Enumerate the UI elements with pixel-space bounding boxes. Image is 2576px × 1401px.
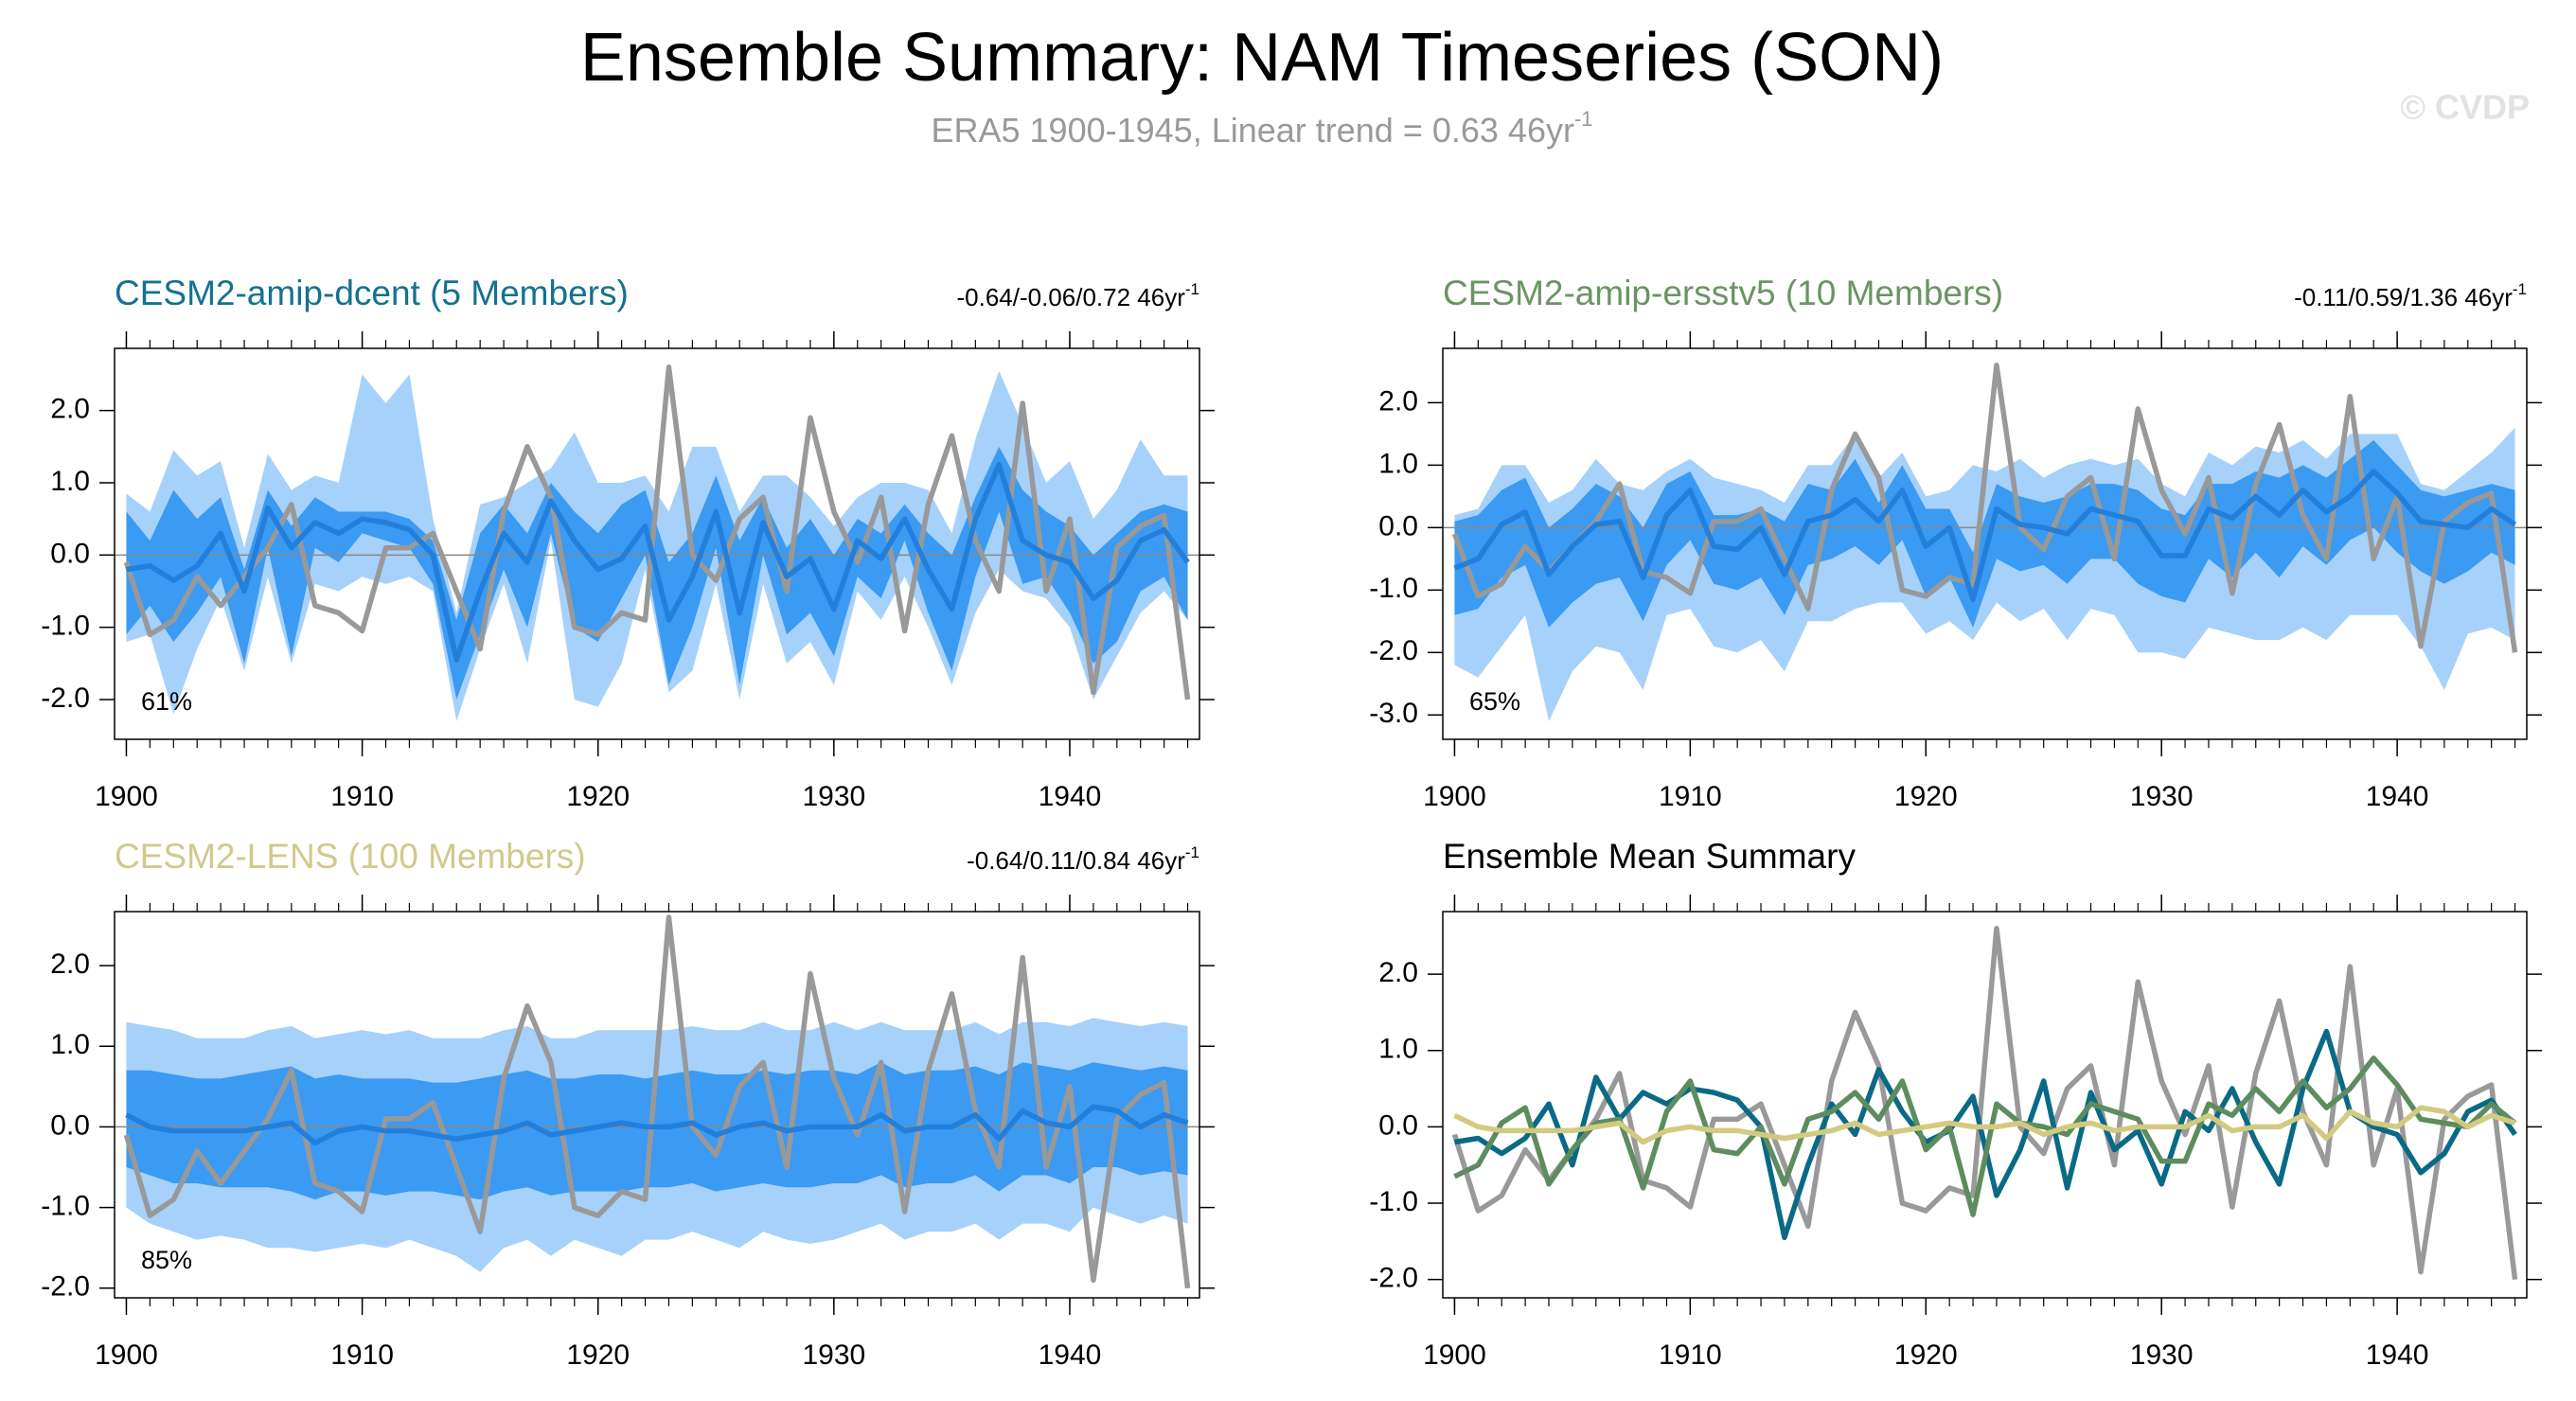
x-tick-label: 1900	[95, 1339, 158, 1371]
series-line	[125, 1104, 1189, 1146]
series-line	[126, 462, 1190, 663]
x-tick-label: 1920	[566, 1339, 630, 1371]
trend-superscript: -1	[2513, 280, 2527, 298]
panel: 2.0 1.0 0.0 -1.0 -2.0 1900 1910 1920 1930 1940 CES…	[41, 274, 1215, 812]
x-tick-label: 1910	[330, 781, 394, 812]
y-tick-label: -1.0	[41, 1191, 90, 1222]
spread-band	[1454, 439, 2515, 628]
trend-label: -0.64/-0.06/0.72 46yr-1	[956, 280, 1199, 311]
x-tick-label: 1940	[2366, 781, 2429, 812]
y-tick-label: 1.0	[50, 466, 90, 497]
series-line	[123, 914, 1191, 1289]
x-tick-label: 1930	[2130, 781, 2194, 812]
plot-frame	[114, 911, 1200, 1299]
x-tick-label: 1920	[1894, 1339, 1958, 1371]
trend-text: -0.64/-0.06/0.72 46yr	[956, 283, 1185, 311]
y-tick-label: -2.0	[1369, 1263, 1418, 1294]
percent-annotation: 85%	[141, 1246, 192, 1274]
trend-text: -0.11/0.59/1.36 46yr	[2294, 283, 2513, 311]
panel: 2.0 1.0 0.0 -1.0 -2.0 1900 1910 1920 1930 1940 Ens…	[1369, 837, 2542, 1371]
trend-text: -0.64/0.11/0.84 46yr	[967, 846, 1185, 875]
percent-annotation: 61%	[141, 687, 192, 716]
y-tick-label: -1.0	[1369, 573, 1418, 604]
series-line	[1453, 1105, 2516, 1145]
y-tick-label: 1.0	[1378, 448, 1418, 479]
y-tick-label: -3.0	[1369, 698, 1418, 729]
panel: 2.0 1.0 0.0 -1.0 -2.0 1900 1910 1920 1930 1940 CES…	[41, 837, 1215, 1371]
percent-annotation: 65%	[1469, 687, 1520, 716]
panel-title: CESM2-LENS (100 Members)	[115, 837, 586, 876]
series-line	[1454, 1028, 2517, 1241]
subtitle-text: ERA5 1900-1945, Linear trend = 0.63 46yr	[931, 111, 1573, 150]
x-tick-label: 1930	[802, 781, 865, 812]
plot-frame	[1442, 347, 2528, 740]
y-tick-label: 0.0	[1378, 510, 1418, 541]
x-tick-label: 1910	[1659, 781, 1722, 812]
x-tick-label: 1920	[1894, 781, 1958, 812]
x-tick-label: 1910	[330, 1339, 394, 1371]
figure-title: Ensemble Summary: NAM Timeseries (SON)	[580, 20, 1944, 96]
panel-title: Ensemble Mean Summary	[1443, 837, 1856, 876]
trend-superscript: -1	[1185, 843, 1199, 861]
y-tick-label: -1.0	[41, 611, 90, 642]
trend-superscript: -1	[1185, 280, 1199, 298]
y-tick-label: 2.0	[1378, 385, 1418, 417]
watermark: © CVDP	[2400, 88, 2530, 127]
plot-frame	[114, 347, 1200, 740]
y-tick-label: 0.0	[1378, 1109, 1418, 1141]
x-tick-label: 1930	[802, 1339, 865, 1371]
y-tick-label: 1.0	[50, 1029, 90, 1060]
y-tick-label: 1.0	[1378, 1034, 1418, 1065]
x-tick-label: 1910	[1659, 1339, 1722, 1371]
y-tick-label: -2.0	[41, 683, 90, 714]
series-line	[1453, 1055, 2517, 1217]
x-tick-label: 1940	[1039, 1339, 1102, 1371]
figure-subtitle: ERA5 1900-1945, Linear trend = 0.63 46yr…	[931, 107, 1592, 149]
x-tick-label: 1940	[2366, 1339, 2429, 1371]
y-tick-label: 2.0	[50, 394, 90, 425]
panel-title: CESM2-amip-ersstv5 (10 Members)	[1443, 274, 2003, 312]
x-tick-label: 1940	[1039, 781, 1102, 812]
y-tick-label: 0.0	[50, 1109, 90, 1141]
subtitle-superscript: -1	[1574, 107, 1593, 131]
x-tick-label: 1900	[1423, 781, 1486, 812]
y-tick-label: -1.0	[1369, 1186, 1418, 1217]
y-tick-label: 2.0	[1378, 957, 1418, 988]
trend-label: -0.64/0.11/0.84 46yr-1	[967, 843, 1199, 875]
x-tick-label: 1900	[1423, 1339, 1486, 1371]
y-tick-label: -2.0	[1369, 635, 1418, 666]
y-tick-label: -2.0	[41, 1271, 90, 1303]
y-tick-label: 2.0	[50, 949, 90, 980]
panel-title: CESM2-amip-dcent (5 Members)	[115, 274, 629, 312]
series-line	[1451, 363, 2518, 653]
trend-label: -0.11/0.59/1.36 46yr-1	[2294, 280, 2527, 311]
panel: 2.0 1.0 0.0 -1.0 -2.0 -3.0 1900 1910 1920 1930 194…	[1369, 274, 2542, 812]
x-tick-label: 1920	[566, 781, 630, 812]
x-tick-label: 1900	[95, 781, 158, 812]
x-tick-label: 1930	[2130, 1339, 2194, 1371]
y-tick-label: 0.0	[50, 538, 90, 569]
series-line	[1453, 469, 2517, 602]
plot-frame	[1442, 911, 2528, 1299]
